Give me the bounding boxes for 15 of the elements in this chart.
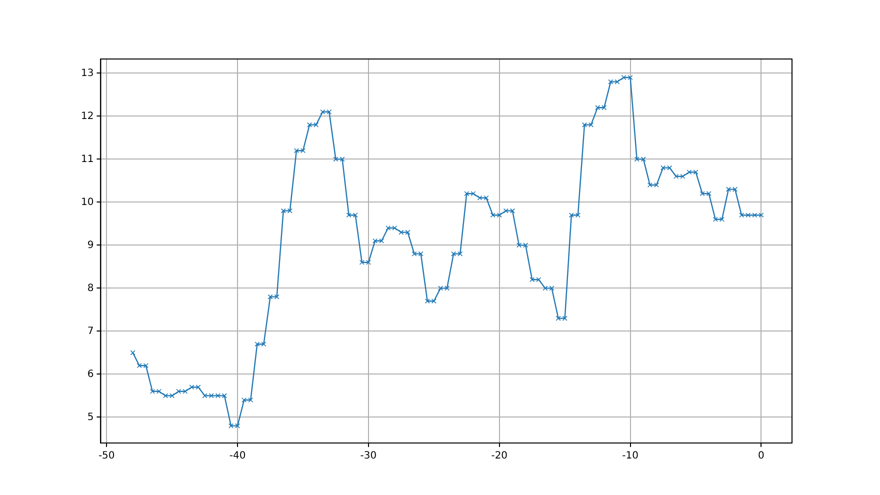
y-tick-label: 12 (80, 110, 94, 122)
y-tick-label: 9 (87, 240, 94, 251)
y-tick-label: 6 (87, 368, 94, 380)
x-tick-label: -30 (360, 450, 377, 462)
y-tick-label: 11 (80, 154, 94, 165)
x-tick-label: -40 (229, 450, 246, 462)
x-tick-label: 0 (758, 450, 764, 462)
x-tick-label: -10 (622, 450, 638, 462)
x-tick-label: -20 (491, 450, 508, 462)
y-tick-label: 7 (87, 326, 94, 337)
y-tick-label: 10 (80, 196, 94, 208)
y-tick-label: 13 (80, 68, 94, 79)
y-tick-label: 5 (87, 412, 94, 423)
y-tick-label: 8 (87, 282, 94, 294)
x-tick-label: -50 (98, 450, 115, 462)
